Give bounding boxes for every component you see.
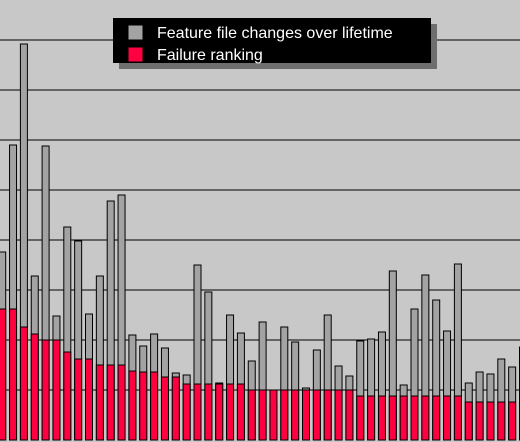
bar-failure-ranking: [410, 395, 419, 441]
bar-failure-ranking: [150, 371, 159, 441]
bar-failure-ranking: [497, 401, 506, 441]
bar-failure-ranking: [128, 370, 137, 441]
bar-failure-ranking: [508, 401, 517, 441]
legend: Feature file changes over lifetime Failu…: [113, 18, 437, 69]
bar-failure-ranking: [41, 339, 50, 441]
bar-failure-ranking: [258, 389, 267, 441]
bar-failure-ranking: [356, 395, 365, 441]
bar-failure-ranking: [247, 389, 256, 441]
bar-failure-ranking: [453, 395, 462, 441]
bar-failure-ranking: [117, 364, 126, 441]
bar-failure-ranking: [74, 358, 83, 441]
bar-failure-ranking: [193, 383, 202, 441]
bar-failure-ranking: [291, 389, 300, 441]
legend-label-failure-ranking: Failure ranking: [157, 47, 263, 64]
bar-failure-ranking: [171, 376, 180, 441]
bar-failure-ranking: [236, 383, 245, 441]
bar-failure-ranking: [302, 389, 310, 441]
legend-label-feature-file-changes: Feature file changes over lifetime: [157, 25, 393, 42]
bar-failure-ranking: [464, 401, 473, 441]
legend-swatch-failure-ranking: [127, 46, 144, 63]
bar-failure-ranking: [95, 364, 104, 441]
bar-failure-ranking: [388, 395, 397, 441]
bar-failure-ranking: [475, 401, 484, 441]
bar-failure-ranking: [63, 351, 72, 441]
bar-failure-ranking: [182, 383, 191, 441]
bar-failure-ranking: [139, 371, 148, 441]
bar-failure-ranking: [215, 383, 224, 441]
bar-failure-ranking: [52, 339, 61, 441]
bar-failure-ranking: [399, 395, 408, 441]
bar-failure-ranking: [19, 326, 28, 441]
bar-failure-ranking: [160, 376, 169, 441]
bar-failure-ranking: [0, 308, 7, 441]
bar-failure-ranking: [443, 395, 452, 441]
bar-failure-ranking: [486, 401, 495, 441]
bar-failure-ranking: [269, 389, 278, 441]
bar-failure-ranking: [30, 333, 39, 441]
bar-failure-ranking: [432, 395, 441, 441]
legend-box: [113, 18, 431, 63]
bar-failure-ranking: [9, 308, 18, 441]
bar-failure-ranking: [345, 389, 354, 441]
bar-failure-ranking: [421, 395, 430, 441]
bar-failure-ranking: [106, 364, 115, 441]
legend-swatch-feature-file-changes: [127, 24, 144, 41]
bar-failure-ranking: [85, 358, 93, 441]
bars: [0, 43, 520, 441]
bar-failure-ranking: [204, 383, 213, 441]
bar-failure-ranking: [312, 389, 321, 441]
bar-failure-ranking: [226, 383, 235, 441]
bar-failure-ranking: [323, 389, 332, 441]
bar-failure-ranking: [334, 389, 343, 441]
bar-failure-ranking: [280, 389, 289, 441]
bar-failure-ranking: [367, 395, 376, 441]
bar-failure-ranking: [377, 395, 386, 441]
